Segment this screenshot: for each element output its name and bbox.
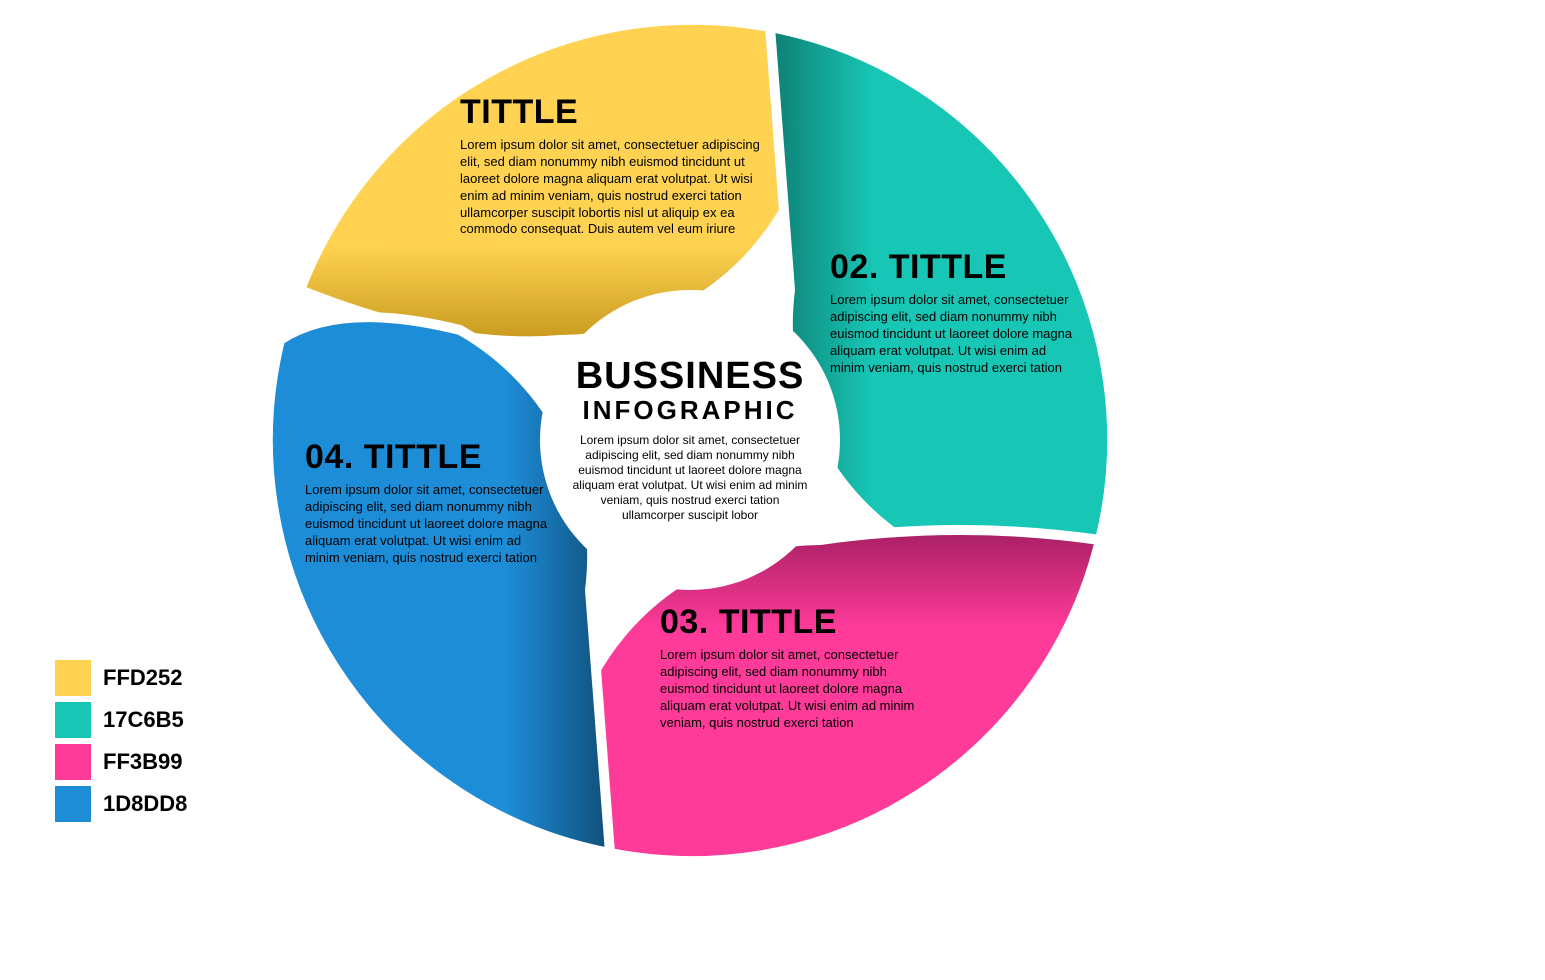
- legend-row-2: 17C6B5: [55, 702, 187, 738]
- color-legend: FFD252 17C6B5 FF3B99 1D8DD8: [55, 660, 187, 828]
- swatch-yellow: [55, 660, 91, 696]
- infographic-stage: BUSSINESS INFOGRAPHIC Lorem ipsum dolor …: [0, 0, 1545, 980]
- swatch-teal: [55, 702, 91, 738]
- segment-teal-title: 02. TITTLE: [830, 250, 1080, 284]
- swatch-blue: [55, 786, 91, 822]
- segment-pink-title: 03. TITTLE: [660, 605, 920, 639]
- segment-pink-body: Lorem ipsum dolor sit amet, consectetuer…: [660, 647, 920, 731]
- segment-blue-title: 04. TITTLE: [305, 440, 555, 474]
- legend-row-1: FFD252: [55, 660, 187, 696]
- legend-row-4: 1D8DD8: [55, 786, 187, 822]
- segment-teal-body: Lorem ipsum dolor sit amet, consectetuer…: [830, 292, 1080, 376]
- legend-label-3: FF3B99: [103, 749, 182, 775]
- legend-row-3: FF3B99: [55, 744, 187, 780]
- legend-label-4: 1D8DD8: [103, 791, 187, 817]
- center-circle: BUSSINESS INFOGRAPHIC Lorem ipsum dolor …: [550, 300, 830, 580]
- segment-yellow-body: Lorem ipsum dolor sit amet, consectetuer…: [460, 137, 760, 238]
- swatch-pink: [55, 744, 91, 780]
- segment-blue-body: Lorem ipsum dolor sit amet, consectetuer…: [305, 482, 555, 566]
- center-title-line1: BUSSINESS: [576, 357, 805, 395]
- segment-yellow-text: TITTLE Lorem ipsum dolor sit amet, conse…: [460, 95, 760, 238]
- center-body-text: Lorem ipsum dolor sit amet, consectetuer…: [570, 433, 810, 523]
- segment-teal-text: 02. TITTLE Lorem ipsum dolor sit amet, c…: [830, 250, 1080, 376]
- segment-yellow-title: TITTLE: [460, 95, 760, 129]
- segment-blue-text: 04. TITTLE Lorem ipsum dolor sit amet, c…: [305, 440, 555, 566]
- legend-label-1: FFD252: [103, 665, 182, 691]
- segment-pink-text: 03. TITTLE Lorem ipsum dolor sit amet, c…: [660, 605, 920, 731]
- center-title-line2: INFOGRAPHIC: [583, 397, 798, 423]
- legend-label-2: 17C6B5: [103, 707, 184, 733]
